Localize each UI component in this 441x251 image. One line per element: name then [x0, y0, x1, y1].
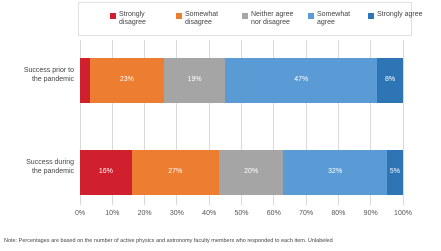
- grid-line: [305, 40, 307, 205]
- x-tick-label: 0%: [74, 210, 86, 217]
- value-label: 20%: [244, 168, 259, 175]
- value-label: 27%: [168, 168, 183, 175]
- x-tick-label: 60%: [266, 210, 281, 217]
- bar-segment: [386, 149, 403, 195]
- value-label: 23%: [119, 76, 134, 83]
- legend-frame: [78, 2, 412, 36]
- x-tick-label: 10%: [105, 210, 120, 217]
- value-label: 5%: [389, 168, 400, 175]
- grid-line: [402, 40, 404, 205]
- legend-label: Neither agree nor disagree: [251, 11, 294, 26]
- bar-segment: [131, 149, 219, 195]
- legend-label: Strongly agree: [377, 11, 423, 18]
- value-label: 16%: [98, 168, 113, 175]
- bar-segment: [225, 57, 378, 103]
- grid-line: [241, 40, 242, 205]
- x-tick-label: 80%: [331, 210, 346, 217]
- x-tick-label: 20%: [137, 210, 152, 217]
- legend-swatch: [368, 13, 374, 19]
- bar-segment: [218, 149, 284, 195]
- x-tick-label: 90%: [363, 210, 378, 217]
- grid-line: [111, 40, 113, 205]
- bar-segment: [80, 149, 132, 195]
- x-tick-label: 70%: [299, 210, 314, 217]
- grid-line: [273, 40, 275, 205]
- x-tick-label: 50%: [234, 210, 249, 217]
- legend-label: Somewhat disagree: [185, 11, 219, 26]
- grid-line: [176, 40, 178, 205]
- legend-label: Strongly disagree: [119, 11, 146, 26]
- note: Note: Percentages are based on the numbe…: [4, 238, 333, 244]
- bar-segment: [89, 57, 164, 103]
- grid-line: [144, 40, 146, 205]
- category-label: Success during the pandemic: [26, 159, 74, 175]
- legend-swatch: [308, 13, 314, 19]
- legend-swatch: [242, 13, 248, 19]
- bar-segment: [80, 57, 90, 103]
- x-tick-label: 100%: [394, 210, 412, 217]
- legend-swatch: [176, 13, 182, 19]
- legend-label: Somewhat agree: [317, 11, 351, 26]
- grid-line: [337, 40, 339, 205]
- value-label: 32%: [328, 168, 343, 175]
- bar-segment: [377, 57, 403, 103]
- x-tick-label: 30%: [169, 210, 184, 217]
- category-label: Success prior to the pandemic: [23, 67, 74, 83]
- value-label: 47%: [294, 76, 309, 83]
- grid-line: [370, 40, 372, 205]
- grid-line: [208, 40, 210, 205]
- bar-segment: [283, 149, 387, 195]
- legend-swatch: [110, 13, 116, 19]
- value-label: 19%: [187, 76, 202, 83]
- value-label: 8%: [385, 76, 396, 83]
- grid-line: [79, 40, 81, 205]
- x-tick-label: 40%: [202, 210, 217, 217]
- bar-segment: [163, 57, 226, 103]
